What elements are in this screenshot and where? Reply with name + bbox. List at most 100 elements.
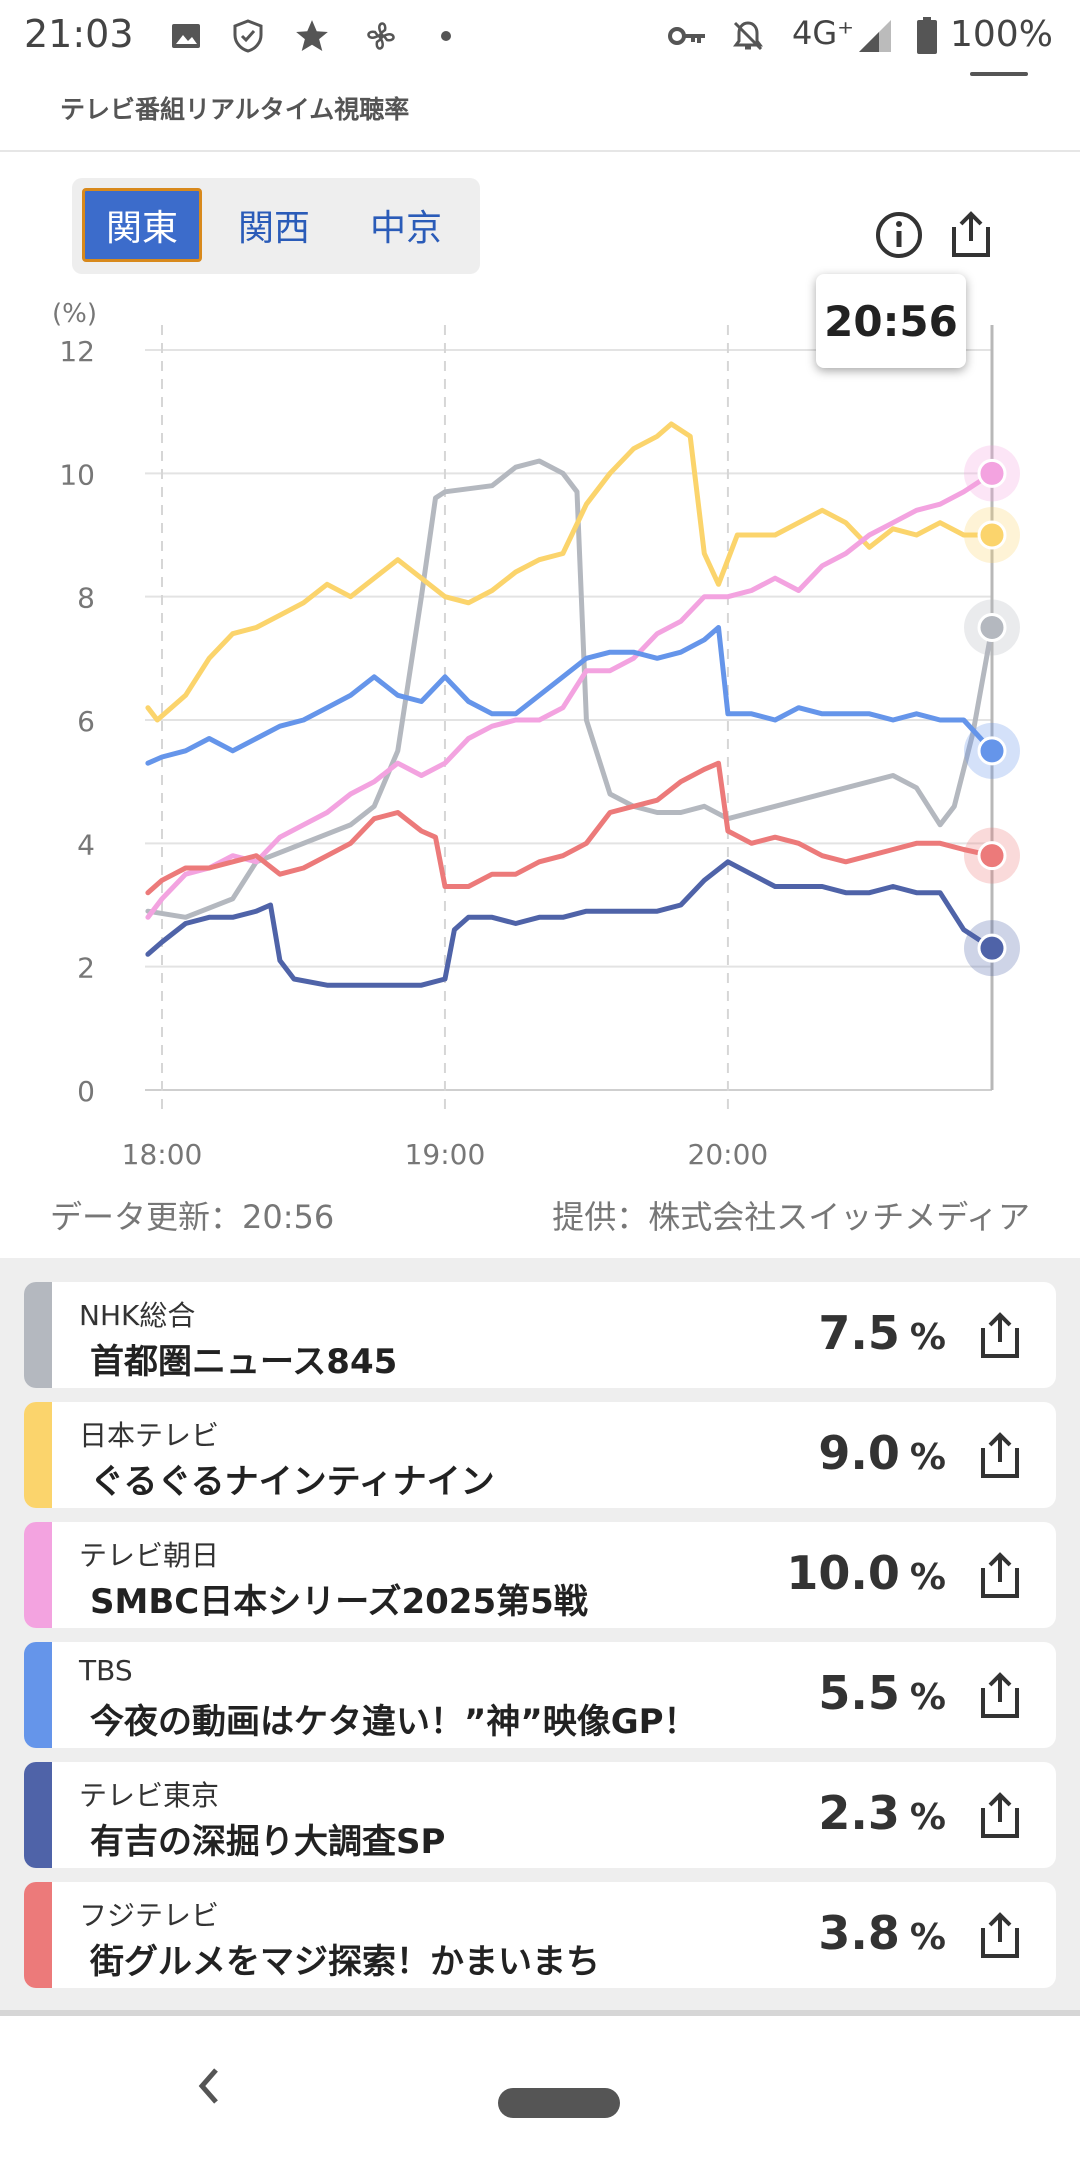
program-title: 有吉の深掘り大調査SP [90, 1822, 446, 1862]
station-name: 日本テレビ [79, 1419, 220, 1452]
station-name: NHK総合 [79, 1299, 196, 1332]
station-color-bar [24, 1522, 52, 1628]
status-bar: 21:03 4G⁺ 100% [0, 0, 1080, 72]
station-color-bar [24, 1762, 52, 1868]
back-icon[interactable] [190, 2056, 230, 2116]
shield-icon [228, 16, 268, 56]
series-end-point [977, 458, 1007, 488]
program-title: 首都圏ニュース845 [90, 1342, 398, 1382]
list-item[interactable]: テレビ朝日 SMBC日本シリーズ2025第5戦 10.0% [24, 1522, 1056, 1628]
rating-number: 9.0 [818, 1426, 900, 1480]
battery-icon [914, 16, 940, 56]
station-name: TBS [79, 1654, 133, 1687]
share-icon[interactable] [974, 1550, 1026, 1602]
key-icon [666, 16, 710, 56]
rating-unit: % [909, 1797, 946, 1838]
rating-unit: % [909, 1917, 946, 1958]
list-item[interactable]: フジテレビ 街グルメをマジ探索！かまいまち 3.8% [24, 1882, 1056, 1988]
network-type: 4G⁺ [792, 14, 855, 52]
dot-icon [438, 16, 454, 56]
x-tick-label: 20:00 [688, 1138, 769, 1171]
rating-unit: % [909, 1677, 946, 1718]
share-icon[interactable] [974, 1670, 1026, 1722]
y-tick-label: 12 [59, 335, 95, 368]
data-provider: 提供：株式会社スイッチメディア [552, 1198, 1030, 1236]
station-color-bar [24, 1402, 52, 1508]
rating-value: 2.3% [818, 1786, 946, 1840]
series-line [145, 859, 995, 988]
series-line [145, 470, 995, 920]
series-end-point [977, 520, 1007, 550]
share-icon[interactable] [944, 208, 998, 262]
rating-number: 10.0 [786, 1546, 900, 1600]
rating-number: 3.8 [818, 1906, 900, 1960]
chart-svg: 0 2 4 6 8 10 12 (%) 18:00 19:00 20:00 [52, 299, 1020, 1171]
menu-icon[interactable] [970, 72, 1028, 76]
station-name: フジテレビ [79, 1899, 220, 1932]
y-tick-label: 0 [77, 1075, 95, 1108]
rating-unit: % [909, 1557, 946, 1598]
bell-off-icon [728, 16, 768, 56]
station-color-bar [24, 1882, 52, 1988]
tab-chukyo[interactable]: 中京 [369, 208, 442, 249]
program-title: ぐるぐるナインティナイン [90, 1462, 495, 1502]
rating-value: 10.0% [786, 1546, 946, 1600]
share-icon[interactable] [974, 1430, 1026, 1482]
y-tick-label: 6 [77, 705, 95, 738]
signal-icon [856, 16, 894, 56]
y-tick-label: 4 [77, 828, 95, 861]
station-name: テレビ東京 [79, 1779, 220, 1812]
region-tabs: 関東 関西 中京 [72, 178, 480, 274]
station-color-bar [24, 1282, 52, 1388]
list-item[interactable]: TBS 今夜の動画はケタ違い！”神”映像GP！ 5.5% [24, 1642, 1056, 1748]
fan-icon [360, 16, 402, 56]
rating-number: 2.3 [818, 1786, 900, 1840]
rating-value: 9.0% [818, 1426, 946, 1480]
image-icon [168, 16, 204, 56]
list-item[interactable]: NHK総合 首都圏ニュース845 7.5% [24, 1282, 1056, 1388]
series-line [145, 421, 995, 723]
rating-value: 5.5% [818, 1666, 946, 1720]
y-unit-label: (%) [52, 299, 97, 329]
data-updated: データ更新：20:56 [50, 1198, 335, 1236]
x-tick-label: 19:00 [405, 1138, 486, 1171]
tab-kansai[interactable]: 関西 [237, 208, 310, 249]
station-name: テレビ朝日 [79, 1539, 220, 1572]
info-icon[interactable] [872, 208, 926, 262]
rating-value: 3.8% [818, 1906, 946, 1960]
ratings-chart: 0 2 4 6 8 10 12 (%) 18:00 19:00 20:00 [0, 280, 1080, 1180]
rating-value: 7.5% [818, 1306, 946, 1360]
x-tick-label: 18:00 [122, 1138, 203, 1171]
series-end-point [977, 736, 1007, 766]
rating-unit: % [909, 1437, 946, 1478]
rating-unit: % [909, 1317, 946, 1358]
divider [0, 2010, 1080, 2016]
series-end-point [977, 613, 1007, 642]
series-end-point [977, 933, 1007, 963]
home-pill[interactable] [498, 2088, 620, 2118]
program-title: 街グルメをマジ探索！かまいまち [90, 1942, 600, 1982]
star-icon [292, 16, 332, 56]
y-tick-label: 8 [77, 582, 95, 615]
battery-percent: 100% [950, 14, 1053, 55]
series-line [145, 760, 995, 896]
navigation-bar [0, 2016, 1080, 2160]
program-title: 今夜の動画はケタ違い！”神”映像GP！ [90, 1702, 698, 1742]
share-icon[interactable] [974, 1310, 1026, 1362]
app-subtitle: テレビ番組リアルタイム視聴率 [60, 95, 410, 124]
y-tick-label: 10 [59, 458, 95, 491]
series-end-point [977, 841, 1007, 871]
share-icon[interactable] [974, 1790, 1026, 1842]
series-line [145, 458, 995, 920]
chart-tooltip: 20:56 [816, 274, 966, 368]
tab-kanto[interactable]: 関東 [82, 188, 202, 262]
station-color-bar [24, 1642, 52, 1748]
rating-number: 5.5 [818, 1666, 900, 1720]
rating-number: 7.5 [818, 1306, 900, 1360]
program-list: NHK総合 首都圏ニュース845 7.5% 日本テレビ ぐるぐるナインティナイン… [0, 1258, 1080, 2010]
list-item[interactable]: 日本テレビ ぐるぐるナインティナイン 9.0% [24, 1402, 1056, 1508]
series-line [145, 625, 995, 766]
share-icon[interactable] [974, 1910, 1026, 1962]
y-tick-label: 2 [77, 952, 95, 985]
list-item[interactable]: テレビ東京 有吉の深掘り大調査SP 2.3% [24, 1762, 1056, 1868]
